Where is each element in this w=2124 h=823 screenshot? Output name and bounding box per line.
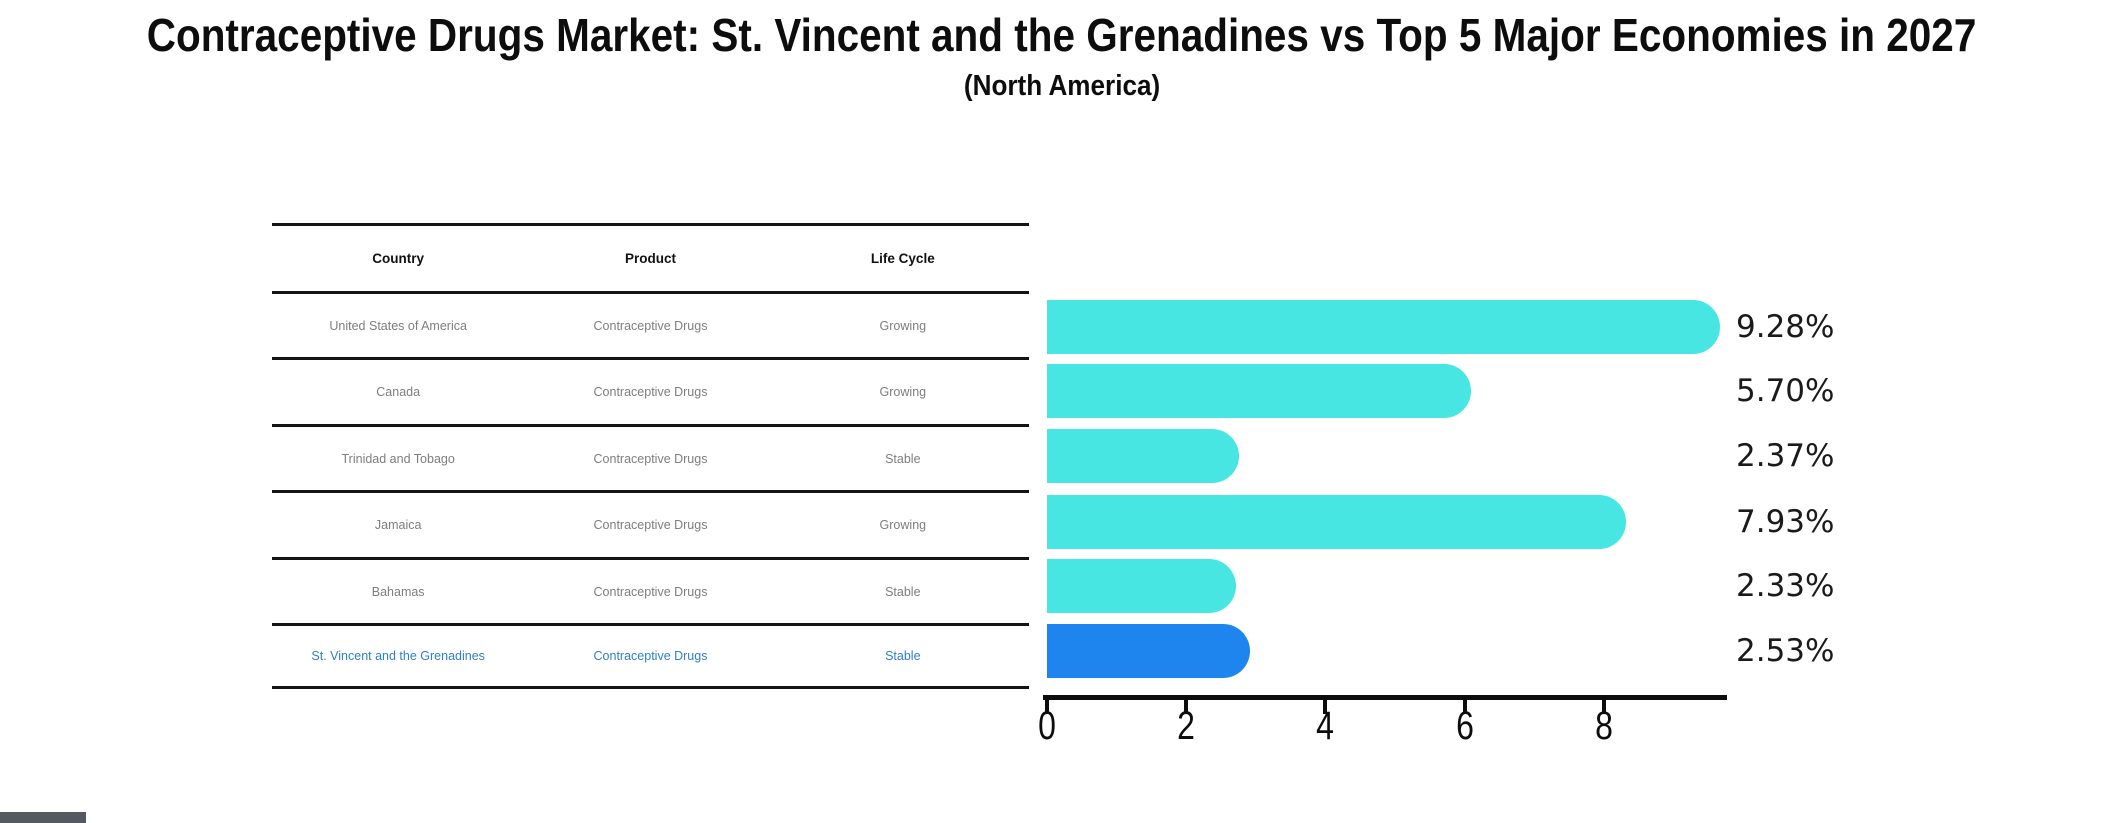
country-cell: Canada <box>376 385 421 399</box>
x-axis-tick <box>1323 700 1328 714</box>
chart-title: Contraceptive Drugs Market: St. Vincent … <box>147 9 1977 61</box>
table-header-row: Country Product Life Cycle <box>272 223 1029 291</box>
country-cell: Jamaica <box>374 518 422 532</box>
bar-value-label: 2.33% <box>1736 568 1835 604</box>
table-row-highlighted: St. Vincent and the Grenadines Contracep… <box>272 623 1029 686</box>
product-cell: Contraceptive Drugs <box>593 385 708 399</box>
x-axis-tick-label: 2 <box>1177 704 1196 748</box>
data-table: Country Product Life Cycle United States… <box>272 223 1029 689</box>
column-header-product: Product <box>624 251 676 266</box>
bar-bahamas <box>1047 559 1237 613</box>
life-cycle-cell: Growing <box>879 518 927 532</box>
bottom-edge-artifact <box>0 812 86 823</box>
bar-value-label: 2.37% <box>1736 438 1835 474</box>
table-row: Jamaica Contraceptive Drugs Growing <box>272 490 1029 557</box>
bar-trinidad-and-tobago <box>1047 429 1239 483</box>
table-row: Bahamas Contraceptive Drugs Stable <box>272 557 1029 623</box>
country-cell: United States of America <box>329 318 467 333</box>
country-cell: Bahamas <box>371 584 425 599</box>
table-row: Trinidad and Tobago Contraceptive Drugs … <box>272 424 1029 490</box>
product-cell: Contraceptive Drugs <box>593 649 708 663</box>
table-row: Canada Contraceptive Drugs Growing <box>272 357 1029 424</box>
chart-subtitle: (North America) <box>963 70 1161 102</box>
bar-value-label: 9.28% <box>1736 309 1835 345</box>
bar-value-label: 2.53% <box>1736 633 1835 669</box>
life-cycle-cell: Growing <box>879 385 927 399</box>
x-axis-tick <box>1462 700 1467 714</box>
x-axis-tick <box>1045 700 1049 714</box>
x-axis-tick-label: 0 <box>1038 704 1056 748</box>
table-row: United States of America Contraceptive D… <box>272 291 1029 357</box>
column-header-life-cycle: Life Cycle <box>870 251 935 266</box>
x-axis-tick-label: 8 <box>1594 704 1613 748</box>
bar-canada <box>1047 364 1471 418</box>
x-axis-tick-label: 6 <box>1455 704 1474 748</box>
bar-value-label: 7.93% <box>1736 504 1835 540</box>
life-cycle-cell: Growing <box>879 318 927 333</box>
bar-united-states-of-america <box>1047 300 1720 354</box>
product-cell: Contraceptive Drugs <box>593 518 708 532</box>
column-header-country: Country <box>372 251 425 266</box>
bar-st-vincent-and-the-grenadines <box>1047 624 1251 678</box>
life-cycle-cell: Stable <box>885 451 921 466</box>
life-cycle-cell: Stable <box>885 584 921 599</box>
country-cell: St. Vincent and the Grenadines <box>311 649 485 663</box>
bar-jamaica <box>1047 495 1626 549</box>
x-axis-tick-label: 4 <box>1316 704 1335 748</box>
x-axis-tick <box>1184 700 1189 714</box>
product-cell: Contraceptive Drugs <box>593 451 708 466</box>
product-cell: Contraceptive Drugs <box>593 318 708 333</box>
x-axis-line <box>1043 695 1727 700</box>
x-axis-tick <box>1601 700 1606 714</box>
life-cycle-cell: Stable <box>885 649 921 663</box>
country-cell: Trinidad and Tobago <box>341 451 455 466</box>
product-cell: Contraceptive Drugs <box>593 584 708 599</box>
bar-value-label: 5.70% <box>1736 373 1835 409</box>
